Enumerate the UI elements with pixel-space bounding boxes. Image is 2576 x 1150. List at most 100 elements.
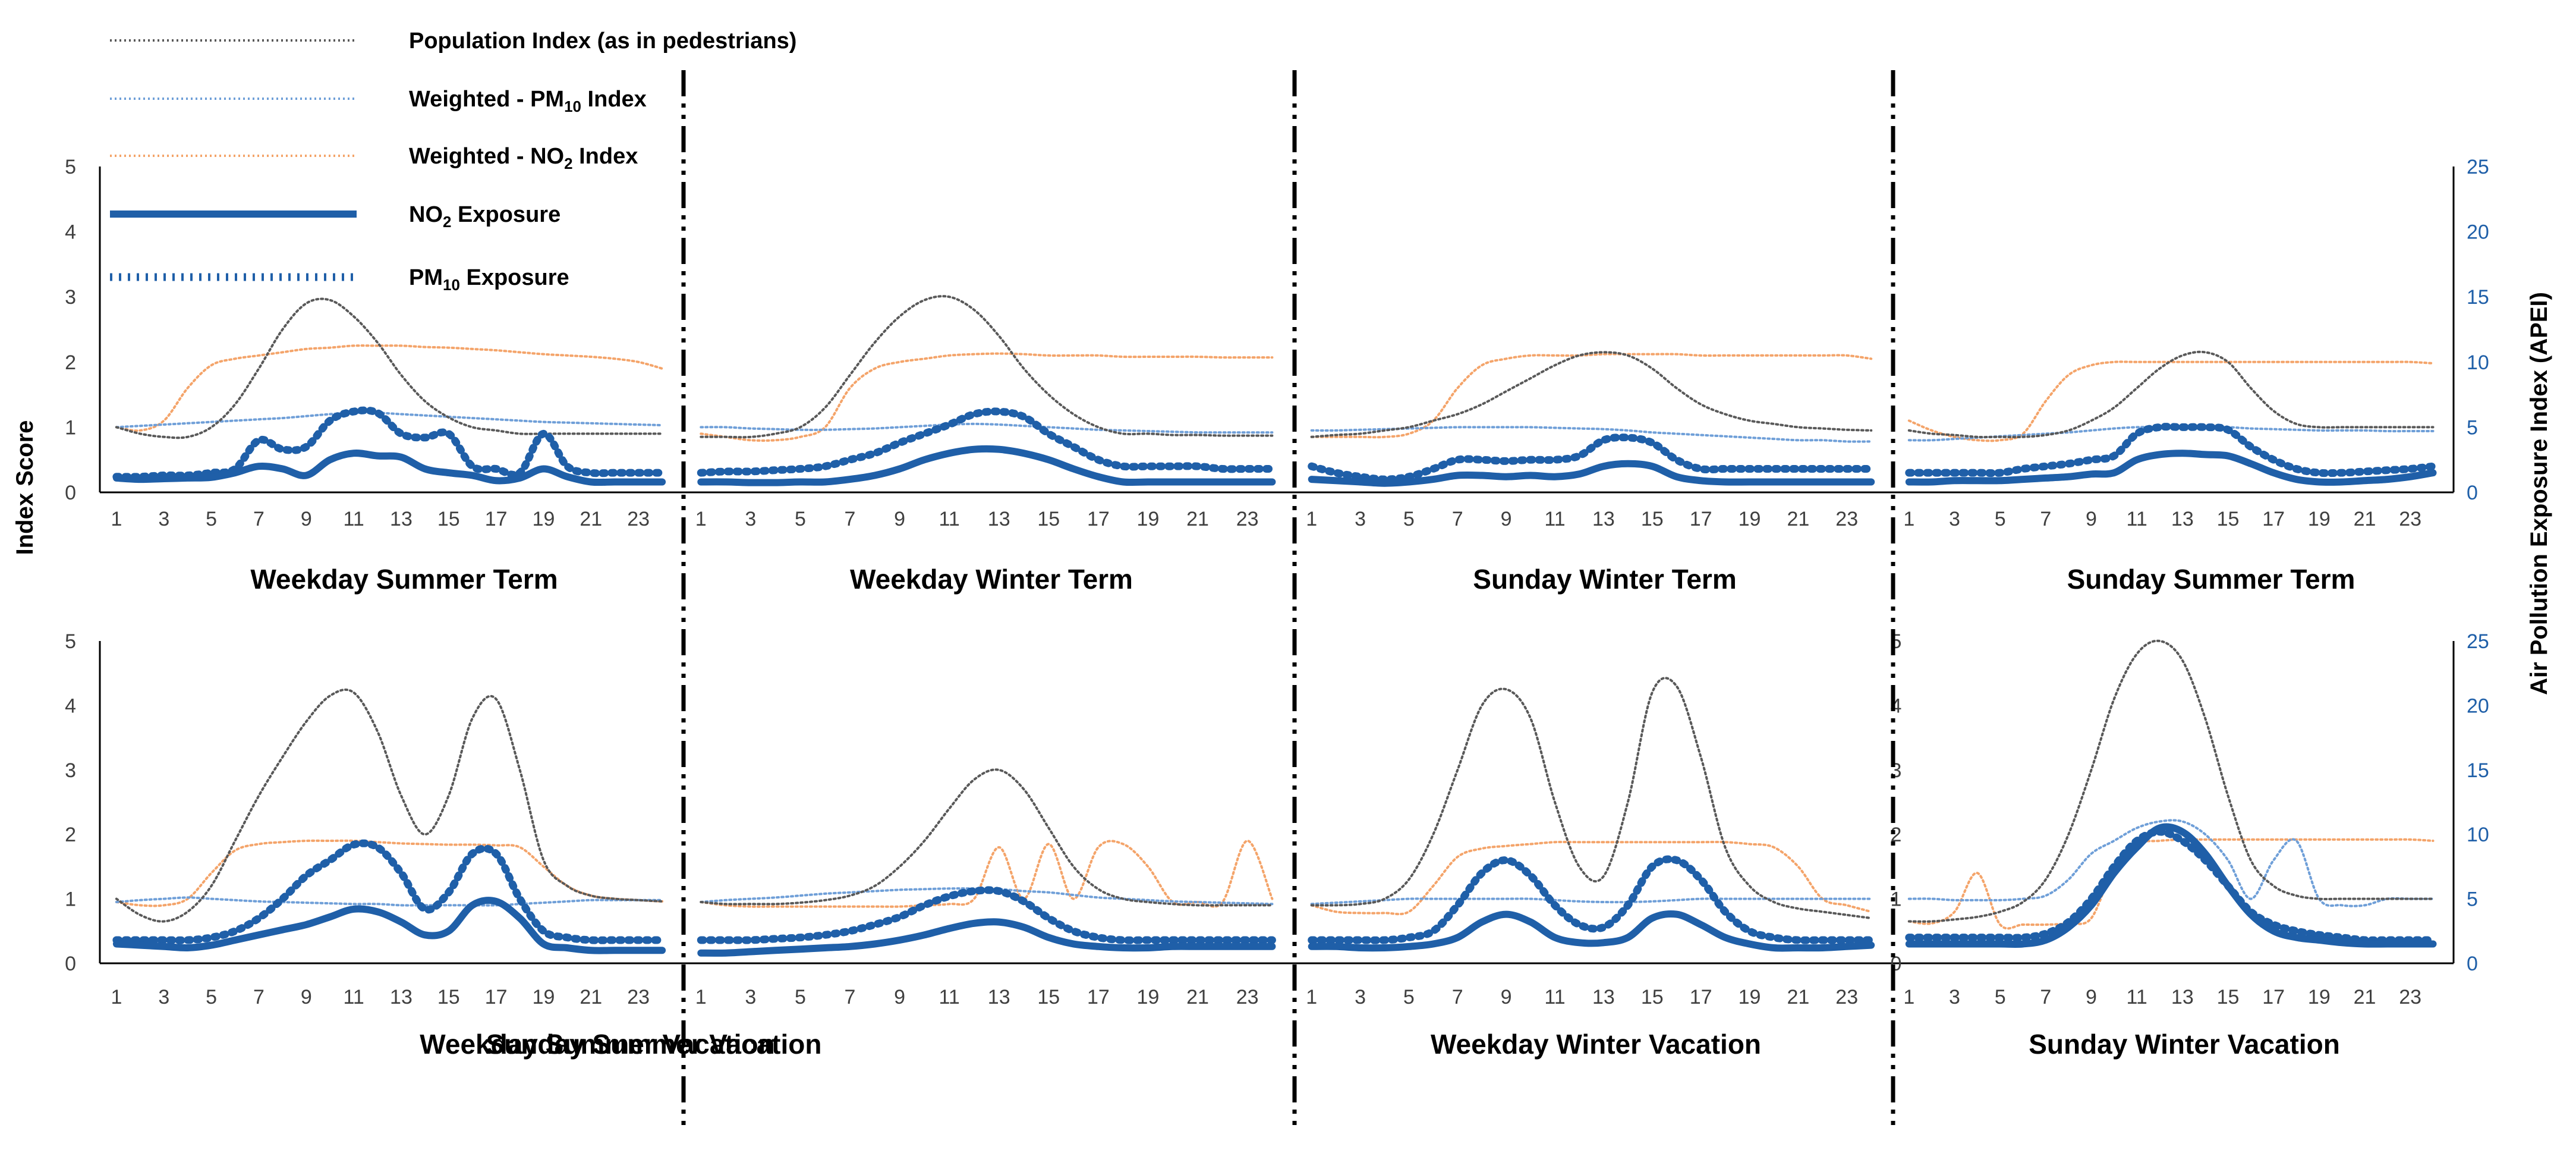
series-pm10-exp bbox=[1905, 828, 2437, 944]
x-tick-label: 21 bbox=[1186, 986, 1209, 1008]
y-right-tick-label: 5 bbox=[2467, 888, 2478, 911]
x-tick-label: 23 bbox=[1835, 508, 1858, 530]
series-pm10-exp bbox=[112, 839, 666, 944]
panel-title: Sunday Winter Term bbox=[1473, 564, 1736, 595]
x-tick-label: 3 bbox=[1949, 986, 1960, 1008]
x-tick-label: 9 bbox=[1501, 986, 1512, 1008]
y-right-tick-label: 15 bbox=[2467, 759, 2489, 782]
x-tick-label: 17 bbox=[1690, 986, 1712, 1008]
x-tick-label: 5 bbox=[1995, 986, 2006, 1008]
x-tick-label: 15 bbox=[1641, 508, 1664, 530]
x-tick-label: 13 bbox=[2171, 986, 2194, 1008]
series-population bbox=[115, 688, 664, 923]
x-tick-label: 9 bbox=[1501, 508, 1512, 530]
x-tick-label: 5 bbox=[1403, 508, 1415, 530]
x-tick-label: 1 bbox=[1306, 986, 1317, 1008]
series-population bbox=[700, 295, 1274, 439]
x-tick-label: 15 bbox=[1641, 986, 1664, 1008]
series-w-no2 bbox=[115, 839, 664, 907]
y-left-tick-label: 5 bbox=[65, 156, 76, 178]
x-tick-label: 15 bbox=[1037, 986, 1060, 1008]
series-w-no2 bbox=[700, 352, 1274, 442]
x-tick-label: 23 bbox=[2399, 986, 2421, 1008]
y-left-tick-label: 1 bbox=[65, 888, 76, 911]
stray-tick-label: 1 bbox=[1891, 888, 1902, 911]
x-tick-label: 5 bbox=[795, 508, 806, 530]
x-tick-label: 15 bbox=[437, 986, 460, 1008]
y-right-tick-label: 10 bbox=[2467, 824, 2489, 846]
x-tick-label: 3 bbox=[745, 508, 756, 530]
x-tick-label: 23 bbox=[627, 508, 650, 530]
panel-title: Weekday Summer Term bbox=[250, 564, 558, 595]
x-tick-label: 23 bbox=[627, 986, 650, 1008]
x-tick-label: 1 bbox=[1903, 508, 1914, 530]
x-tick-label: 23 bbox=[1835, 986, 1858, 1008]
series-no2-exp bbox=[1905, 823, 2437, 948]
legend-label-pm10_exp: PM10 Exposure bbox=[409, 265, 569, 294]
x-tick-label: 7 bbox=[1452, 508, 1463, 530]
series-pm10-exp bbox=[1308, 433, 1875, 483]
x-tick-label: 19 bbox=[2308, 508, 2331, 530]
panel-title: Weekday Winter Vacation bbox=[1431, 1029, 1761, 1060]
x-tick-label: 23 bbox=[1236, 986, 1259, 1008]
series-no2-exp bbox=[1308, 460, 1875, 487]
x-tick-label: 15 bbox=[2217, 508, 2240, 530]
y-left-tick-label: 1 bbox=[65, 416, 76, 439]
x-tick-label: 19 bbox=[1137, 986, 1160, 1008]
x-tick-label: 13 bbox=[1592, 986, 1615, 1008]
x-tick-label: 11 bbox=[343, 986, 364, 1008]
series-no2-exp bbox=[1308, 910, 1875, 952]
x-tick-label: 15 bbox=[2217, 986, 2240, 1008]
x-tick-label: 7 bbox=[2040, 986, 2051, 1008]
x-tick-label: 1 bbox=[695, 508, 707, 530]
x-tick-label: 3 bbox=[1355, 508, 1366, 530]
series-no2-exp bbox=[112, 897, 666, 954]
x-tick-label: 3 bbox=[745, 986, 756, 1008]
x-tick-label: 5 bbox=[206, 508, 217, 530]
panel-title: Weekday Winter Term bbox=[850, 564, 1133, 595]
x-tick-label: 9 bbox=[2086, 508, 2097, 530]
series-pm10-exp bbox=[112, 406, 666, 481]
x-tick-label: 3 bbox=[1949, 508, 1960, 530]
y-right-tick-label: 5 bbox=[2467, 416, 2478, 439]
series-w-pm10 bbox=[115, 411, 664, 429]
series-population bbox=[1310, 677, 1873, 920]
x-tick-label: 11 bbox=[2127, 986, 2147, 1008]
x-tick-label: 19 bbox=[2308, 986, 2331, 1008]
x-tick-label: 21 bbox=[1186, 508, 1209, 530]
x-tick-label: 11 bbox=[939, 986, 959, 1008]
x-tick-label: 13 bbox=[390, 986, 412, 1008]
x-tick-label: 7 bbox=[845, 986, 856, 1008]
series-w-pm10 bbox=[700, 422, 1274, 434]
panel-title: Sunday Summer Vacation bbox=[486, 1029, 822, 1060]
x-tick-label: 17 bbox=[485, 986, 508, 1008]
y-right-tick-label: 25 bbox=[2467, 156, 2489, 178]
x-tick-label: 11 bbox=[1544, 508, 1565, 530]
y-left-tick-label: 2 bbox=[65, 351, 76, 374]
series-population bbox=[1310, 351, 1873, 438]
x-tick-label: 9 bbox=[301, 986, 312, 1008]
series-population bbox=[1907, 639, 2435, 923]
x-tick-label: 1 bbox=[111, 508, 122, 530]
x-tick-label: 7 bbox=[253, 508, 264, 530]
stray-tick-label: 2 bbox=[1891, 824, 1902, 846]
y-right-tick-label: 20 bbox=[2467, 695, 2489, 717]
series-population bbox=[115, 297, 664, 439]
series-no2-exp bbox=[697, 918, 1276, 957]
x-tick-label: 3 bbox=[158, 508, 169, 530]
x-tick-label: 13 bbox=[2171, 508, 2194, 530]
x-tick-label: 21 bbox=[1787, 508, 1809, 530]
x-tick-label: 13 bbox=[390, 508, 412, 530]
x-tick-label: 21 bbox=[580, 508, 602, 530]
x-tick-label: 3 bbox=[1355, 986, 1366, 1008]
series-pm10-exp bbox=[1308, 855, 1875, 944]
legend-label-population: Population Index (as in pedestrians) bbox=[409, 29, 796, 54]
x-tick-label: 19 bbox=[533, 986, 555, 1008]
x-tick-label: 19 bbox=[1739, 508, 1761, 530]
x-tick-label: 13 bbox=[988, 508, 1010, 530]
